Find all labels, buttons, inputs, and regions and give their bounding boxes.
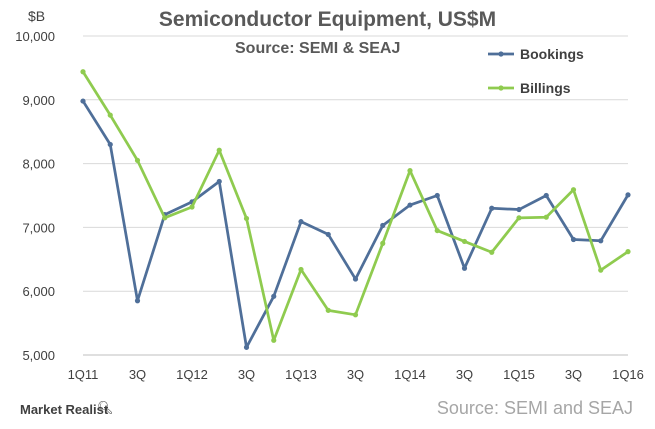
data-point <box>80 98 86 104</box>
data-point <box>598 267 604 273</box>
data-point <box>570 236 577 243</box>
y-tick-label: 9,000 <box>22 93 55 108</box>
x-tick-label: 1Q15 <box>503 367 535 382</box>
y-tick-label: 5,000 <box>22 348 55 363</box>
data-point <box>570 187 577 193</box>
data-point <box>107 112 113 118</box>
data-point <box>325 231 331 238</box>
data-point <box>489 249 495 255</box>
x-tick-label: 1Q16 <box>612 367 644 382</box>
x-tick-label: 3Q <box>129 367 146 382</box>
data-point <box>216 147 222 153</box>
data-point <box>434 227 440 234</box>
legend-marker <box>498 51 504 57</box>
series-line <box>81 100 630 349</box>
data-point <box>216 178 222 185</box>
data-point <box>461 238 468 245</box>
x-tick-label: 3Q <box>456 367 473 382</box>
data-point <box>271 337 277 343</box>
data-point <box>107 141 113 148</box>
data-point <box>325 307 331 313</box>
series-line <box>81 70 629 342</box>
x-tick-label: 3Q <box>238 367 255 382</box>
y-tick-label: 10,000 <box>15 29 55 44</box>
series-billings <box>80 69 631 343</box>
data-point <box>380 222 386 229</box>
data-point <box>625 249 631 255</box>
data-point <box>352 312 359 318</box>
data-point <box>298 219 304 225</box>
y-tick-label: 8,000 <box>22 157 55 172</box>
series-bookings <box>80 98 631 350</box>
legend-item-billings: Billings <box>488 80 571 96</box>
y-axis-unit-label: $B <box>28 8 46 24</box>
source-note: Source: SEMI and SEAJ <box>436 398 633 418</box>
chart-title: Semiconductor Equipment, US$M <box>158 8 497 31</box>
data-point <box>434 192 440 199</box>
legend-marker <box>498 85 504 91</box>
chart-subtitle: Source: SEMI & SEAJ <box>235 40 401 57</box>
x-axis-ticks: 1Q11 3Q 1Q12 3Q 1Q13 3Q 1Q14 3Q 1Q15 3Q 1Q16 <box>68 367 644 382</box>
legend: Bookings Billings <box>488 46 584 96</box>
data-point <box>407 202 413 208</box>
y-axis-ticks: 5,000 6,000 7,000 8,000 9,000 10,000 <box>15 29 55 363</box>
y-tick-label: 6,000 <box>22 284 55 299</box>
x-tick-label: 1Q13 <box>285 367 317 382</box>
data-point <box>543 192 549 199</box>
x-tick-label: 1Q12 <box>176 367 208 382</box>
data-point <box>134 157 141 164</box>
data-point <box>243 215 250 222</box>
data-point <box>516 206 522 213</box>
brand-logo: Market Realist <box>20 402 109 417</box>
data-point <box>489 205 495 211</box>
data-point <box>407 168 413 174</box>
data-point <box>380 240 386 246</box>
data-point <box>352 276 359 282</box>
data-point <box>189 204 195 210</box>
x-tick-label: 3Q <box>565 367 582 382</box>
data-point <box>162 215 168 221</box>
legend-label: Bookings <box>520 46 584 62</box>
series-group <box>80 69 631 350</box>
data-point <box>80 69 86 75</box>
data-point <box>461 265 468 271</box>
data-point <box>625 192 631 198</box>
gridlines <box>83 35 628 292</box>
data-point <box>543 214 549 220</box>
data-point <box>271 293 277 299</box>
data-point <box>516 215 522 221</box>
magnifier-icon: 🔍︎ <box>97 400 114 415</box>
legend-item-bookings: Bookings <box>488 46 584 62</box>
legend-label: Billings <box>520 80 571 96</box>
data-point <box>598 238 604 244</box>
x-tick-label: 3Q <box>347 367 364 382</box>
x-tick-label: 1Q11 <box>68 367 99 382</box>
data-point <box>243 344 250 350</box>
data-point <box>298 266 304 273</box>
data-point <box>134 298 141 304</box>
x-tick-label: 1Q14 <box>394 367 426 382</box>
y-tick-label: 7,000 <box>22 220 55 235</box>
